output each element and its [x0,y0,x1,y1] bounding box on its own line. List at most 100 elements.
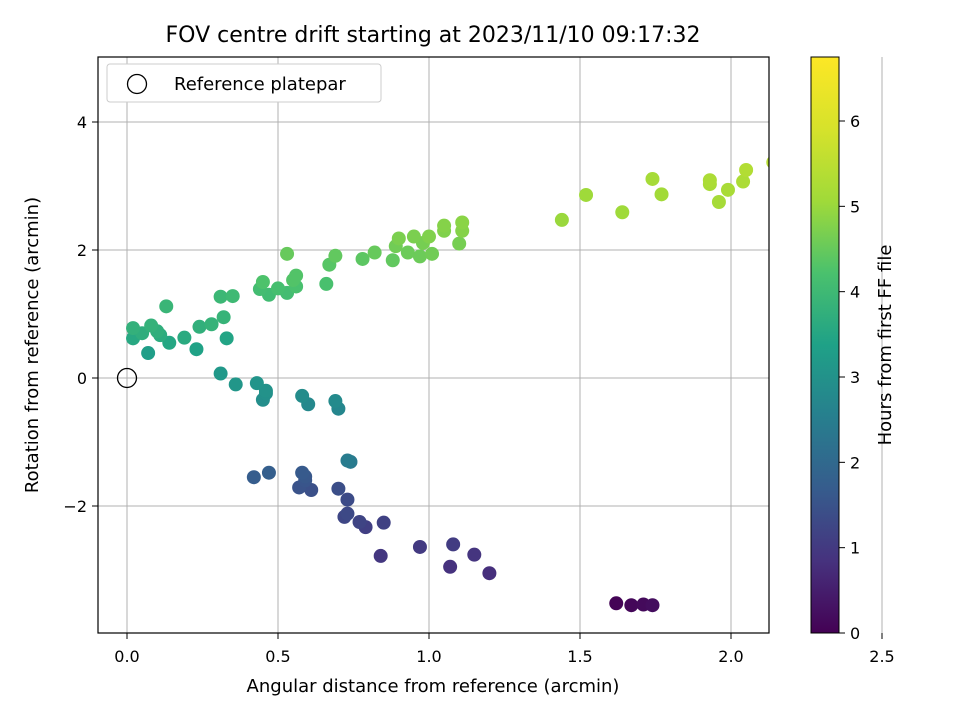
data-point [412,539,427,554]
data-point [228,377,243,392]
data-point [367,245,382,260]
data-point [554,212,569,227]
data-point [255,275,270,289]
data-point [340,492,355,507]
data-point [216,310,231,325]
colorbar-label: Hours from first FF file [875,245,896,446]
legend: Reference platepar [106,63,382,103]
data-point [225,289,240,304]
data-point [437,218,452,233]
data-points [126,132,960,613]
data-point [376,515,391,530]
data-point [954,141,960,155]
colorbar-tick-label: 4 [850,283,860,302]
data-point [645,598,660,613]
x-tick-label: 1.5 [567,647,592,666]
data-point [739,163,754,177]
data-point [295,465,310,480]
chart-title: FOV centre drift starting at 2023/11/10 … [166,23,701,48]
y-tick-label: 2 [77,241,87,260]
data-point [213,366,228,381]
legend-entry-label: Reference platepar [174,74,346,95]
data-point [177,330,192,345]
data-point [328,394,343,409]
data-point [425,246,440,261]
data-point [579,187,594,202]
data-point [391,231,406,246]
reference-marker-group [116,367,138,389]
y-tick-label: 0 [77,369,87,388]
data-point [261,465,276,480]
colorbar: 0 1 2 3 4 5 6 Hours from first FF file [810,56,896,643]
colorbar-tick-label: 0 [850,624,860,643]
data-point [899,151,913,165]
data-point [443,559,458,574]
data-point [452,236,467,251]
data-point [144,318,159,333]
plot-frame [97,56,770,634]
data-point [295,388,310,403]
data-point [711,195,726,209]
data-point [141,346,156,361]
data-point [271,281,285,296]
data-point [412,249,427,264]
data-point [352,515,367,529]
data-point [373,548,388,563]
reference-platepar-marker [116,367,138,389]
data-point [929,133,943,147]
data-point [467,547,482,562]
data-point [340,453,355,468]
data-point [406,229,421,244]
data-point [249,376,264,391]
data-point [941,150,955,164]
data-point [204,317,219,332]
data-point [654,187,669,202]
data-point [213,289,228,304]
y-tick-label: 4 [77,113,87,132]
data-point [192,319,207,334]
y-axis-label: Rotation from reference (arcmin) [22,197,43,493]
data-point [422,229,436,244]
data-point [766,156,769,168]
data-point [331,481,346,496]
x-tick-label: 2.0 [718,647,743,666]
x-tick-label: 0.5 [265,647,290,666]
colorbar-tick-label: 3 [850,368,860,387]
y-tick-label: −2 [63,497,87,516]
y-axis-ticks: −2 0 2 4 [63,113,98,516]
data-point [355,251,370,266]
x-axis-ticks: 0.00.51.01.52.02.53.03.54.0 [114,633,895,666]
x-axis-label: Angular distance from reference (arcmin) [247,676,620,697]
data-point [866,138,880,152]
data-point [784,169,798,183]
legend-reference-marker [126,73,148,95]
data-point [246,470,261,485]
data-point [189,342,204,357]
data-point [615,205,630,220]
data-point [455,215,470,230]
data-point [720,182,735,197]
data-point [702,173,717,188]
data-point [280,246,295,261]
data-point [400,245,415,260]
colorbar-tick-label: 6 [850,112,860,131]
colorbar-tick-label: 5 [850,197,860,216]
x-tick-label: 2.5 [869,647,894,666]
data-point [219,331,234,346]
colorbar-ticks: 0 1 2 3 4 5 6 [839,112,860,643]
legend-box [106,63,382,103]
data-point [159,299,174,314]
data-point [645,171,660,186]
data-point [938,132,952,146]
data-point [328,248,343,263]
data-point [482,566,497,581]
data-point [446,537,461,552]
data-point [624,598,639,613]
data-point [609,596,624,611]
data-point [319,276,334,291]
data-point [385,253,400,268]
data-point [289,268,304,283]
data-point [340,506,355,521]
x-tick-label: 0.0 [114,647,139,666]
